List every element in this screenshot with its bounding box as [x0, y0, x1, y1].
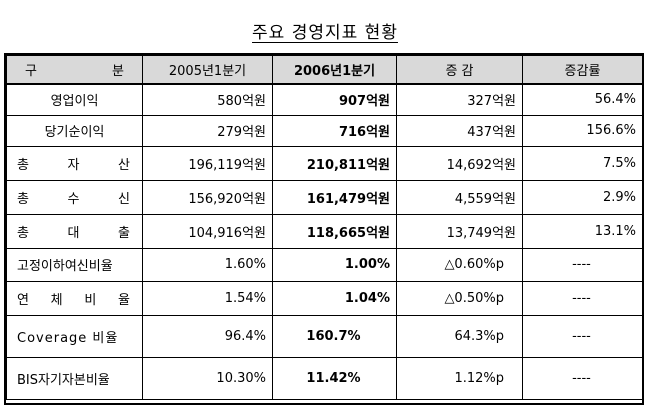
- row-label: 연 체 비 율: [6, 280, 143, 316]
- value-2005: 96.4%: [142, 314, 273, 358]
- page-title-text: 주요 경영지표 현황: [252, 23, 398, 43]
- row-label-part: 총: [17, 225, 29, 241]
- row-label-part: 자: [67, 157, 80, 173]
- value-change: 437억원: [396, 114, 523, 147]
- row-label-part: 총: [17, 157, 29, 173]
- row-label-part: 총: [17, 191, 29, 207]
- header-category: 구 분: [6, 55, 143, 85]
- value-2006: 210,811억원: [272, 145, 397, 181]
- row-label-part: 신: [118, 191, 130, 207]
- value-rate: ----: [522, 247, 643, 282]
- value-change: 1.12%p: [396, 356, 523, 400]
- row-label-part: 출: [118, 225, 130, 241]
- value-rate: 2.9%: [522, 179, 643, 215]
- value-2005: 196,119억원: [142, 145, 273, 181]
- value-change: △0.50%p: [396, 280, 523, 316]
- value-2005: 279억원: [142, 114, 273, 147]
- table-row: BIS자기자본비율 10.30% 11.42% 1.12%p ----: [6, 356, 643, 400]
- header-2005: 2005년1분기: [142, 55, 273, 85]
- value-2006: 11.42%: [272, 356, 397, 400]
- table-row: 고정이하여신비율 1.60% 1.00% △0.60%p ----: [6, 247, 643, 282]
- value-rate: ----: [522, 280, 643, 316]
- row-label: 고정이하여신비율: [6, 247, 143, 282]
- value-2006: 161,479억원: [272, 179, 397, 215]
- indicator-table: 구 분 2005년1분기 2006년1분기 증 감 증감률 영업이익 580억원…: [6, 55, 643, 400]
- table-row: Coverage 비율 96.4% 160.7% 64.3%p ----: [6, 314, 643, 358]
- value-2005: 104,916억원: [142, 213, 273, 249]
- value-rate: 156.6%: [522, 114, 643, 147]
- value-change: 64.3%p: [396, 314, 523, 358]
- value-2005: 580억원: [142, 83, 273, 116]
- value-change: 327억원: [396, 83, 523, 116]
- value-2005: 1.60%: [142, 247, 273, 282]
- value-2006: 1.04%: [272, 280, 397, 316]
- table-row: 연 체 비 율 1.54% 1.04% △0.50%p ----: [6, 280, 643, 316]
- value-change: 13,749억원: [396, 213, 523, 249]
- page-title: 주요 경영지표 현황: [0, 18, 650, 43]
- value-change: 14,692억원: [396, 145, 523, 181]
- value-2005: 10.30%: [142, 356, 273, 400]
- header-category-part: 분: [112, 64, 124, 79]
- value-2006: 160.7%: [272, 314, 397, 358]
- row-label-part: 수: [67, 191, 80, 207]
- header-rate: 증감률: [522, 55, 643, 85]
- row-label: 당기순이익: [6, 114, 143, 147]
- header-change: 증 감: [396, 55, 523, 85]
- value-2005: 156,920억원: [142, 179, 273, 215]
- row-label-part: 대: [67, 225, 80, 241]
- table-row: 총 자 산 196,119억원 210,811억원 14,692억원 7.5%: [6, 145, 643, 181]
- row-label: Coverage 비율: [6, 314, 143, 358]
- row-label: 총 수 신: [6, 179, 143, 215]
- value-rate: ----: [522, 356, 643, 400]
- value-2005: 1.54%: [142, 280, 273, 316]
- value-change: 4,559억원: [396, 179, 523, 215]
- row-label-part: 체: [50, 292, 63, 308]
- value-rate: ----: [522, 314, 643, 358]
- table-row: 영업이익 580억원 907억원 327억원 56.4%: [6, 83, 643, 116]
- value-2006: 1.00%: [272, 247, 397, 282]
- value-2006: 907억원: [272, 83, 397, 116]
- row-label-part: 연: [17, 292, 29, 308]
- row-label: 총 대 출: [6, 213, 143, 249]
- table-row: 총 대 출 104,916억원 118,665억원 13,749억원 13.1%: [6, 213, 643, 249]
- row-label: 영업이익: [6, 83, 143, 116]
- row-label: 총 자 산: [6, 145, 143, 181]
- value-rate: 7.5%: [522, 145, 643, 181]
- table-header-row: 구 분 2005년1분기 2006년1분기 증 감 증감률: [6, 55, 643, 85]
- table-row: 당기순이익 279억원 716억원 437억원 156.6%: [6, 114, 643, 147]
- row-label-part: 산: [118, 157, 130, 173]
- header-category-part: 구: [25, 64, 37, 79]
- value-2006: 716억원: [272, 114, 397, 147]
- row-label: BIS자기자본비율: [6, 356, 143, 400]
- header-2006: 2006년1분기: [272, 55, 397, 85]
- row-label-part: 율: [118, 292, 130, 308]
- value-change: △0.60%p: [396, 247, 523, 282]
- value-rate: 56.4%: [522, 83, 643, 116]
- value-rate: 13.1%: [522, 213, 643, 249]
- row-label-part: 비: [84, 292, 97, 308]
- table-row: 총 수 신 156,920억원 161,479억원 4,559억원 2.9%: [6, 179, 643, 215]
- value-2006: 118,665억원: [272, 213, 397, 249]
